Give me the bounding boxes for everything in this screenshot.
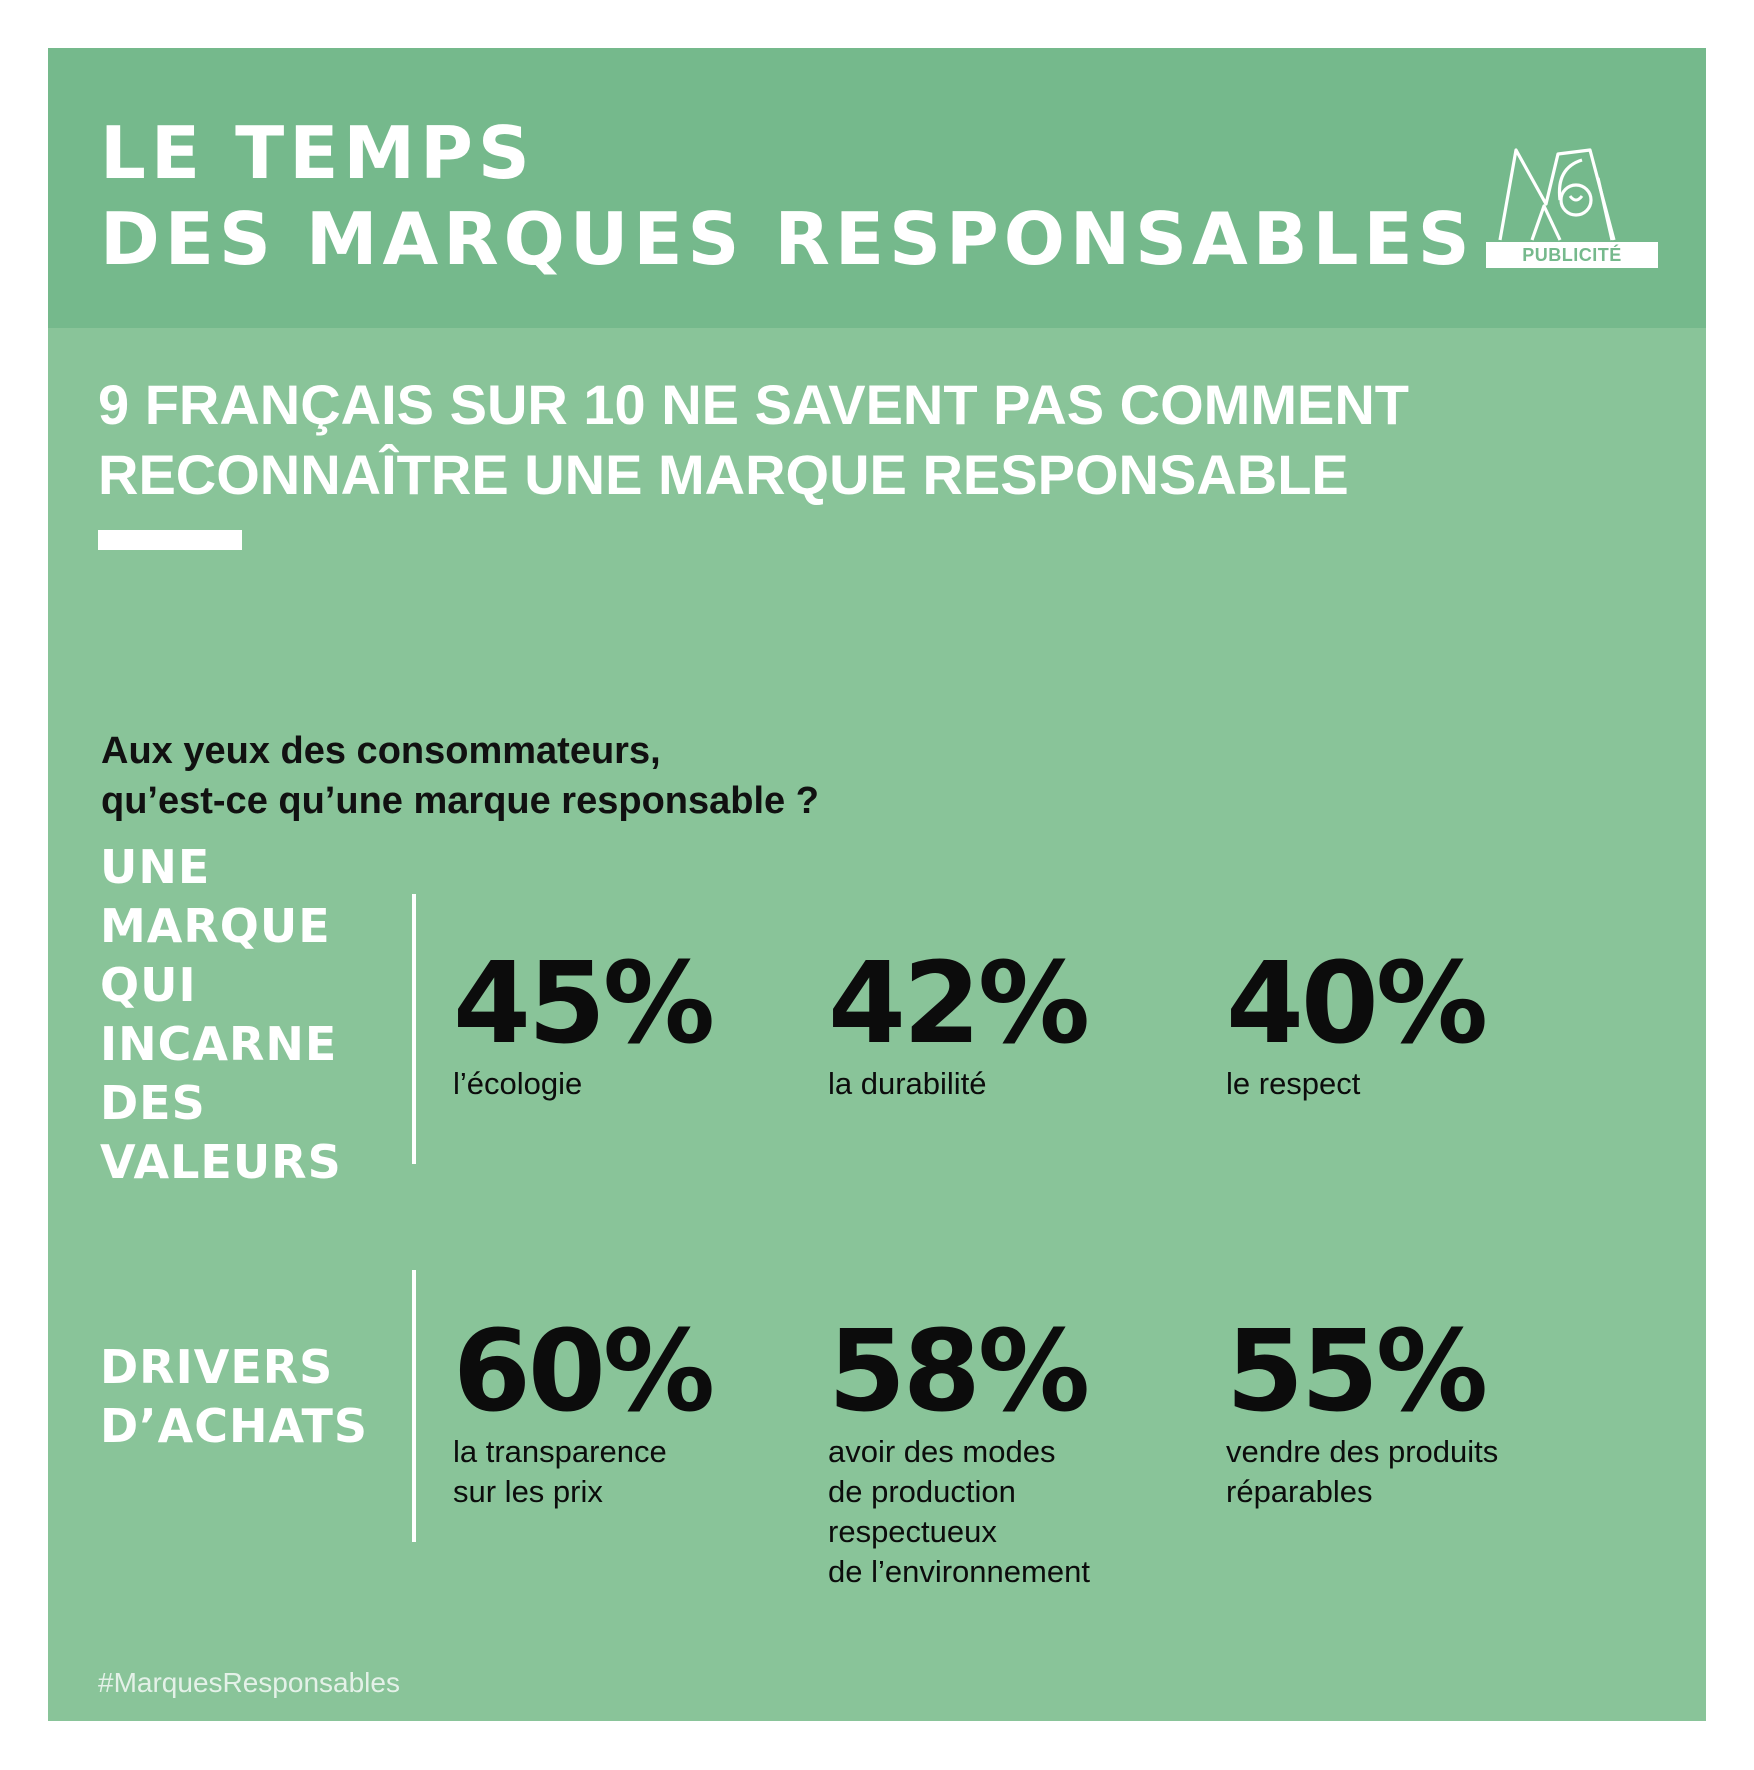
stat-description-line: l’écologie	[453, 1066, 583, 1101]
stat-description-line: réparables	[1226, 1474, 1373, 1509]
stat-description: avoir des modes de production respectueu…	[828, 1432, 1090, 1592]
stat-description-line: sur les prix	[453, 1474, 603, 1509]
section-divider	[412, 894, 416, 1164]
stat-value: 58%	[828, 1307, 1090, 1437]
section-label-line: QUI	[100, 958, 197, 1012]
headline: 9 FRANÇAIS SUR 10 NE SAVENT PAS COMMENT …	[98, 370, 1638, 510]
stat-description: la transparence sur les prix	[453, 1432, 712, 1512]
section-label-line: VALEURS	[100, 1135, 342, 1189]
stat-description-line: de l’environnement	[828, 1554, 1090, 1589]
stat-description-line: de production	[828, 1474, 1016, 1509]
stat-description: le respect	[1226, 1064, 1485, 1104]
stat-value: 60%	[453, 1307, 715, 1437]
headline-line: RECONNAÎTRE UNE MARQUE RESPONSABLE	[98, 443, 1349, 506]
stat-description: vendre des produits réparables	[1226, 1432, 1498, 1512]
section-label-values: UNE MARQUE QUI INCARNE DES VALEURS	[100, 838, 342, 1192]
stat-description-line: avoir des modes	[828, 1434, 1056, 1469]
stat-reparables: 55% vendre des produits réparables	[1226, 1312, 1498, 1512]
stat-durabilite: 42% la durabilité	[828, 939, 1090, 1104]
section-label-line: D’ACHATS	[100, 1399, 369, 1453]
question-line: Aux yeux des consommateurs,	[101, 730, 661, 772]
stat-respect: 40% le respect	[1226, 939, 1488, 1104]
campaign-title: LE TEMPS DES MARQUES RESPONSABLES	[100, 110, 1475, 282]
header-band: LE TEMPS DES MARQUES RESPONSABLES PUBLIC…	[48, 48, 1706, 328]
logo-label: PUBLICITÉ	[1522, 245, 1622, 265]
stat-description-line: respectueux	[828, 1514, 997, 1549]
stat-ecologie: 45% l’écologie	[453, 939, 715, 1104]
section-label-line: INCARNE	[100, 1017, 338, 1071]
infographic-card: LE TEMPS DES MARQUES RESPONSABLES PUBLIC…	[48, 48, 1706, 1721]
campaign-title-line: DES MARQUES RESPONSABLES	[100, 197, 1475, 281]
stat-production: 58% avoir des modes de production respec…	[828, 1312, 1090, 1592]
question-text: Aux yeux des consommateurs, qu’est-ce qu…	[101, 726, 819, 826]
stat-description-line: la transparence	[453, 1434, 667, 1469]
stat-description: la durabilité	[828, 1064, 1087, 1104]
stat-description: l’écologie	[453, 1064, 712, 1104]
section-label-line: DES	[100, 1076, 206, 1130]
section-label-line: MARQUE	[100, 899, 331, 953]
section-label-line: UNE	[100, 840, 211, 894]
stat-value: 42%	[828, 939, 1090, 1069]
section-label-line: DRIVERS	[100, 1340, 334, 1394]
stat-description-line: la durabilité	[828, 1066, 987, 1101]
stat-description-line: vendre des produits	[1226, 1434, 1499, 1469]
stat-value: 40%	[1226, 939, 1488, 1069]
stat-value: 45%	[453, 939, 715, 1069]
section-label-drivers: DRIVERS D’ACHATS	[100, 1338, 368, 1456]
question-line: qu’est-ce qu’une marque responsable ?	[101, 780, 819, 822]
stat-value: 55%	[1226, 1307, 1488, 1437]
m6-logo-icon	[1486, 148, 1658, 268]
stat-description-line: le respect	[1226, 1066, 1361, 1101]
hashtag: #MarquesResponsables	[98, 1667, 400, 1698]
headline-line: 9 FRANÇAIS SUR 10 NE SAVENT PAS COMMENT	[98, 373, 1409, 436]
campaign-title-line: LE TEMPS	[100, 111, 535, 195]
section-divider	[412, 1270, 416, 1542]
headline-underline	[98, 530, 242, 550]
stat-transparence: 60% la transparence sur les prix	[453, 1307, 715, 1512]
